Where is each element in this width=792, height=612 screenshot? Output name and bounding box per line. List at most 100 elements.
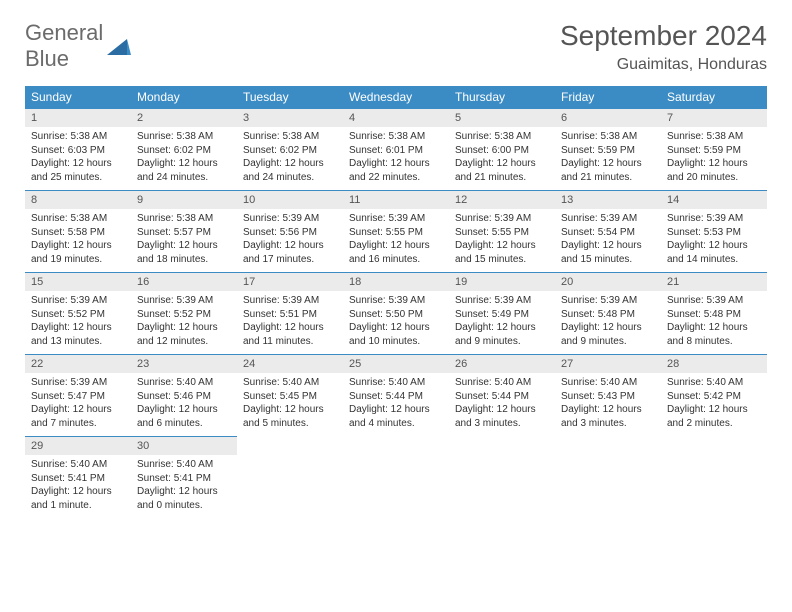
- calendar-empty-cell: [661, 437, 767, 519]
- daylight-text: Daylight: 12 hours and 1 minute.: [31, 485, 125, 512]
- sunrise-text: Sunrise: 5:40 AM: [455, 376, 549, 390]
- daylight-text: Daylight: 12 hours and 9 minutes.: [455, 321, 549, 348]
- calendar-day-cell: 19Sunrise: 5:39 AMSunset: 5:49 PMDayligh…: [449, 273, 555, 355]
- daylight-text: Daylight: 12 hours and 0 minutes.: [137, 485, 231, 512]
- daylight-text: Daylight: 12 hours and 4 minutes.: [349, 403, 443, 430]
- sunset-text: Sunset: 6:00 PM: [455, 144, 549, 158]
- sunrise-text: Sunrise: 5:40 AM: [349, 376, 443, 390]
- sunrise-text: Sunrise: 5:40 AM: [667, 376, 761, 390]
- day-body: Sunrise: 5:40 AMSunset: 5:41 PMDaylight:…: [131, 455, 237, 518]
- sunrise-text: Sunrise: 5:39 AM: [667, 294, 761, 308]
- sunset-text: Sunset: 5:56 PM: [243, 226, 337, 240]
- daylight-text: Daylight: 12 hours and 21 minutes.: [561, 157, 655, 184]
- calendar-day-cell: 18Sunrise: 5:39 AMSunset: 5:50 PMDayligh…: [343, 273, 449, 355]
- day-body: Sunrise: 5:39 AMSunset: 5:50 PMDaylight:…: [343, 291, 449, 354]
- day-number: 10: [237, 191, 343, 209]
- daylight-text: Daylight: 12 hours and 11 minutes.: [243, 321, 337, 348]
- day-body: Sunrise: 5:40 AMSunset: 5:46 PMDaylight:…: [131, 373, 237, 436]
- daylight-text: Daylight: 12 hours and 16 minutes.: [349, 239, 443, 266]
- sunrise-text: Sunrise: 5:39 AM: [455, 294, 549, 308]
- day-body: Sunrise: 5:39 AMSunset: 5:52 PMDaylight:…: [25, 291, 131, 354]
- sunset-text: Sunset: 5:44 PM: [349, 390, 443, 404]
- daylight-text: Daylight: 12 hours and 2 minutes.: [667, 403, 761, 430]
- day-body: Sunrise: 5:40 AMSunset: 5:44 PMDaylight:…: [343, 373, 449, 436]
- day-header: Sunday: [25, 86, 131, 109]
- calendar-day-cell: 30Sunrise: 5:40 AMSunset: 5:41 PMDayligh…: [131, 437, 237, 519]
- calendar-day-cell: 16Sunrise: 5:39 AMSunset: 5:52 PMDayligh…: [131, 273, 237, 355]
- sunrise-text: Sunrise: 5:38 AM: [31, 130, 125, 144]
- sunrise-text: Sunrise: 5:40 AM: [243, 376, 337, 390]
- sunset-text: Sunset: 5:44 PM: [455, 390, 549, 404]
- daylight-text: Daylight: 12 hours and 22 minutes.: [349, 157, 443, 184]
- calendar-week-row: 8Sunrise: 5:38 AMSunset: 5:58 PMDaylight…: [25, 191, 767, 273]
- daylight-text: Daylight: 12 hours and 21 minutes.: [455, 157, 549, 184]
- day-body: Sunrise: 5:38 AMSunset: 6:00 PMDaylight:…: [449, 127, 555, 190]
- calendar-day-cell: 20Sunrise: 5:39 AMSunset: 5:48 PMDayligh…: [555, 273, 661, 355]
- sunset-text: Sunset: 6:03 PM: [31, 144, 125, 158]
- day-number: 16: [131, 273, 237, 291]
- sunset-text: Sunset: 5:42 PM: [667, 390, 761, 404]
- sunset-text: Sunset: 5:59 PM: [667, 144, 761, 158]
- day-body: Sunrise: 5:39 AMSunset: 5:56 PMDaylight:…: [237, 209, 343, 272]
- daylight-text: Daylight: 12 hours and 13 minutes.: [31, 321, 125, 348]
- sunrise-text: Sunrise: 5:39 AM: [137, 294, 231, 308]
- day-number: 5: [449, 109, 555, 127]
- calendar-day-cell: 28 Sunrise: 5:40 AMSunset: 5:42 PMDayligh…: [661, 355, 767, 437]
- day-body: Sunrise: 5:40 AMSunset: 5:41 PMDaylight:…: [25, 455, 131, 518]
- day-body: Sunrise: 5:38 AMSunset: 6:02 PMDaylight:…: [237, 127, 343, 190]
- sunset-text: Sunset: 5:41 PM: [31, 472, 125, 486]
- sunset-text: Sunset: 5:59 PM: [561, 144, 655, 158]
- sunrise-text: Sunrise: 5:38 AM: [667, 130, 761, 144]
- day-body: Sunrise: 5:40 AMSunset: 5:45 PMDaylight:…: [237, 373, 343, 436]
- sunset-text: Sunset: 5:55 PM: [349, 226, 443, 240]
- sunset-text: Sunset: 5:45 PM: [243, 390, 337, 404]
- day-header-row: SundayMondayTuesdayWednesdayThursdayFrid…: [25, 86, 767, 109]
- month-title: September 2024: [560, 20, 767, 52]
- day-number: 2: [131, 109, 237, 127]
- calendar-empty-cell: [555, 437, 661, 519]
- sunset-text: Sunset: 5:41 PM: [137, 472, 231, 486]
- calendar-week-row: 1Sunrise: 5:38 AMSunset: 6:03 PMDaylight…: [25, 109, 767, 191]
- daylight-text: Daylight: 12 hours and 19 minutes.: [31, 239, 125, 266]
- day-body: Sunrise: 5:39 AMSunset: 5:55 PMDaylight:…: [449, 209, 555, 272]
- day-number: 26: [449, 355, 555, 373]
- day-body: Sunrise: 5:38 AMSunset: 5:57 PMDaylight:…: [131, 209, 237, 272]
- sunrise-text: Sunrise: 5:39 AM: [243, 294, 337, 308]
- sunset-text: Sunset: 5:49 PM: [455, 308, 549, 322]
- calendar-empty-cell: [237, 437, 343, 519]
- day-number: 3: [237, 109, 343, 127]
- sunset-text: Sunset: 5:54 PM: [561, 226, 655, 240]
- day-header: Saturday: [661, 86, 767, 109]
- sunrise-text: Sunrise: 5:38 AM: [349, 130, 443, 144]
- day-body: Sunrise: 5:39 AMSunset: 5:48 PMDaylight:…: [661, 291, 767, 354]
- sunrise-text: Sunrise: 5:38 AM: [137, 212, 231, 226]
- calendar-empty-cell: [343, 437, 449, 519]
- calendar-day-cell: 14Sunrise: 5:39 AMSunset: 5:53 PMDayligh…: [661, 191, 767, 273]
- sunrise-text: Sunrise: 5:40 AM: [137, 376, 231, 390]
- daylight-text: Daylight: 12 hours and 9 minutes.: [561, 321, 655, 348]
- day-number: 11: [343, 191, 449, 209]
- day-number: 27: [555, 355, 661, 373]
- day-number: 21: [661, 273, 767, 291]
- day-body: Sunrise: 5:39 AMSunset: 5:53 PMDaylight:…: [661, 209, 767, 272]
- daylight-text: Daylight: 12 hours and 3 minutes.: [455, 403, 549, 430]
- day-number: 12: [449, 191, 555, 209]
- calendar-day-cell: 17Sunrise: 5:39 AMSunset: 5:51 PMDayligh…: [237, 273, 343, 355]
- calendar-table: SundayMondayTuesdayWednesdayThursdayFrid…: [25, 86, 767, 518]
- daylight-text: Daylight: 12 hours and 3 minutes.: [561, 403, 655, 430]
- sunset-text: Sunset: 5:53 PM: [667, 226, 761, 240]
- sunset-text: Sunset: 6:02 PM: [243, 144, 337, 158]
- calendar-day-cell: 26 Sunrise: 5:40 AMSunset: 5:44 PMDayligh…: [449, 355, 555, 437]
- sunrise-text: Sunrise: 5:39 AM: [561, 294, 655, 308]
- day-number: 15: [25, 273, 131, 291]
- sunset-text: Sunset: 5:52 PM: [137, 308, 231, 322]
- sunrise-text: Sunrise: 5:40 AM: [137, 458, 231, 472]
- day-number: 4: [343, 109, 449, 127]
- calendar-day-cell: 2Sunrise: 5:38 AMSunset: 6:02 PMDaylight…: [131, 109, 237, 191]
- calendar-day-cell: 4Sunrise: 5:38 AMSunset: 6:01 PMDaylight…: [343, 109, 449, 191]
- calendar-day-cell: 23Sunrise: 5:40 AMSunset: 5:46 PMDayligh…: [131, 355, 237, 437]
- day-number: 28: [661, 355, 767, 373]
- calendar-day-cell: 13Sunrise: 5:39 AMSunset: 5:54 PMDayligh…: [555, 191, 661, 273]
- sunset-text: Sunset: 5:48 PM: [667, 308, 761, 322]
- daylight-text: Daylight: 12 hours and 7 minutes.: [31, 403, 125, 430]
